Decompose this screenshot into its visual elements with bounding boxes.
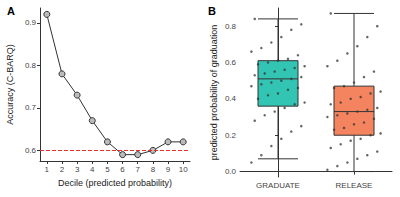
svg-text:0.9: 0.9 [25,18,37,27]
svg-text:0.6: 0.6 [25,146,37,155]
svg-text:3: 3 [75,165,80,174]
svg-text:9: 9 [166,165,171,174]
svg-text:0.8: 0.8 [225,22,237,31]
svg-text:Decile (predicted probability): Decile (predicted probability) [58,178,172,188]
svg-text:0.2: 0.2 [225,131,237,140]
svg-text:4: 4 [90,165,95,174]
svg-text:RELEASE: RELEASE [336,181,373,190]
svg-text:A: A [7,5,15,17]
svg-text:6: 6 [120,165,125,174]
svg-text:7: 7 [136,165,141,174]
svg-text:0.0: 0.0 [225,167,237,176]
svg-text:1: 1 [45,165,50,174]
svg-text:Accuracy (C-BARQ): Accuracy (C-BARQ) [5,44,15,125]
svg-text:0.4: 0.4 [225,94,237,103]
svg-text:predicted probability of gradu: predicted probability of graduation [209,25,219,161]
svg-text:2: 2 [60,165,65,174]
svg-text:GRADUATE: GRADUATE [256,181,300,190]
svg-text:0.7: 0.7 [25,103,37,112]
svg-text:10: 10 [179,165,188,174]
svg-text:B: B [208,5,216,17]
svg-text:8: 8 [151,165,156,174]
svg-text:0.6: 0.6 [225,58,237,67]
svg-text:0.8: 0.8 [25,61,37,70]
svg-text:5: 5 [105,165,110,174]
